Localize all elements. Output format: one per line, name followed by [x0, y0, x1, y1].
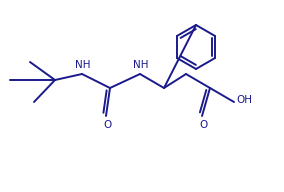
Text: NH: NH — [133, 60, 149, 70]
Text: O: O — [199, 120, 207, 130]
Text: O: O — [103, 120, 111, 130]
Text: NH: NH — [75, 60, 91, 70]
Text: OH: OH — [236, 95, 252, 105]
